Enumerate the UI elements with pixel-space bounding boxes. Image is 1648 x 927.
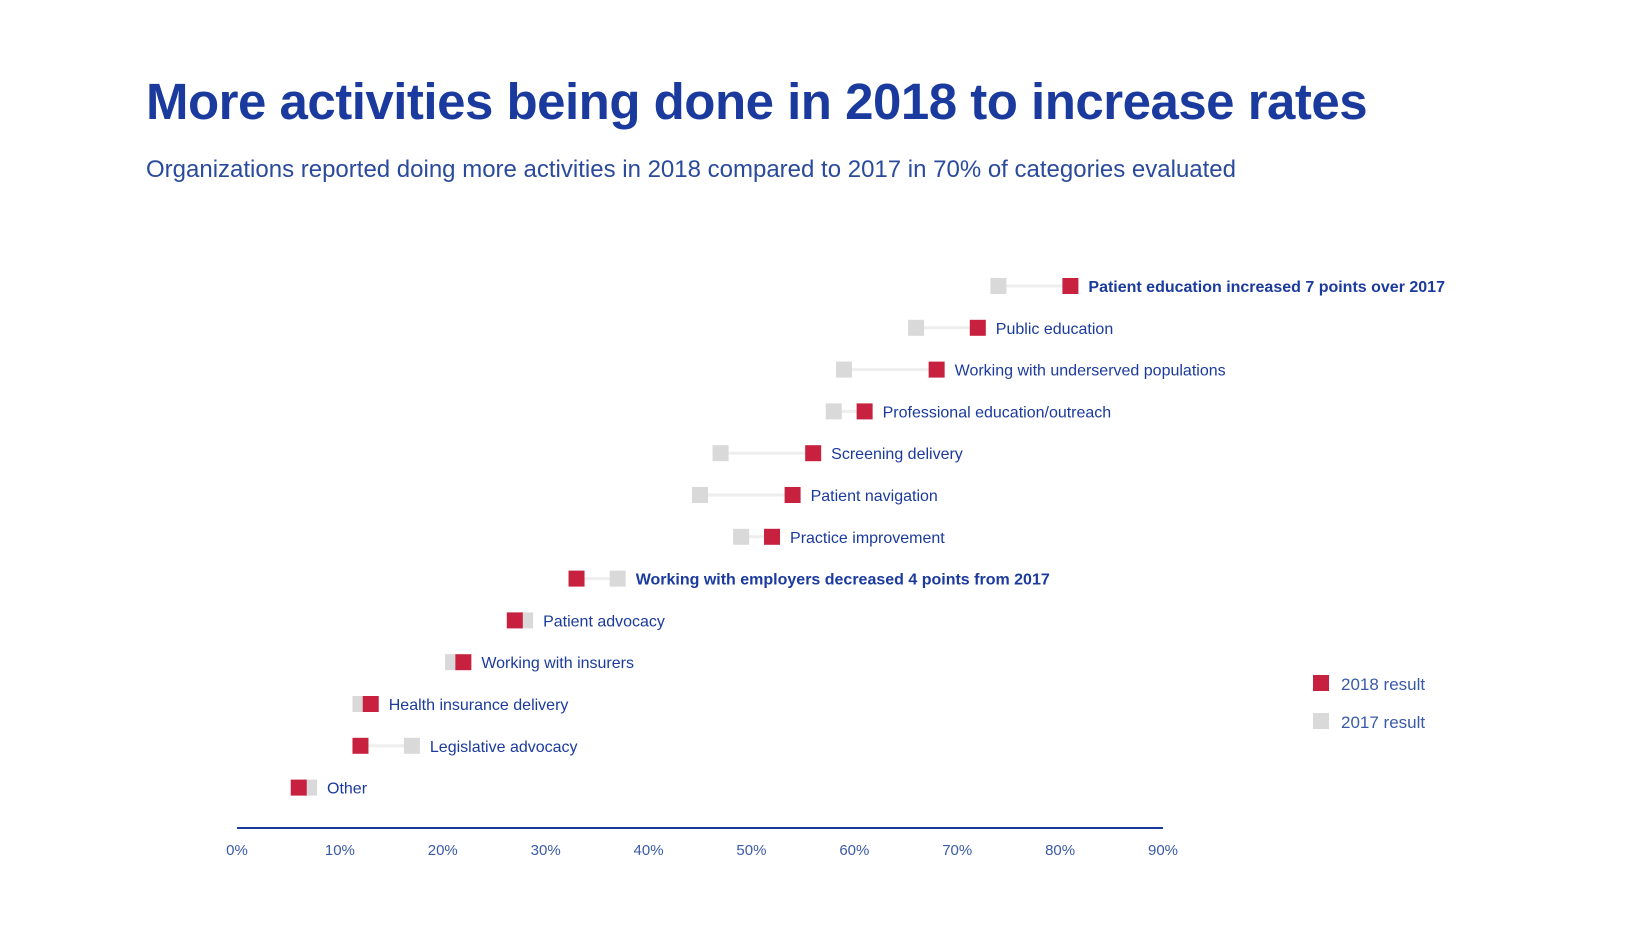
row-label: Patient advocacy xyxy=(543,613,665,630)
x-tick-label: 10% xyxy=(325,842,355,859)
point-2017 xyxy=(990,278,1007,294)
point-2018 xyxy=(568,570,585,587)
point-2018 xyxy=(856,403,873,420)
row-label: Working with employers decreased 4 point… xyxy=(636,572,1050,589)
row-label: Working with insurers xyxy=(481,655,634,672)
chart-title: More activities being done in 2018 to in… xyxy=(146,73,1368,130)
point-2017 xyxy=(692,487,708,503)
legend: 2018 result 2017 result xyxy=(1313,675,1425,732)
row-label: Other xyxy=(327,781,368,798)
point-2017 xyxy=(908,319,925,336)
x-tick-label: 80% xyxy=(1045,842,1075,859)
row-label: Patient education increased 7 points ove… xyxy=(1088,279,1445,296)
point-2018 xyxy=(764,528,781,545)
row-label: Legislative advocacy xyxy=(430,739,578,756)
x-tick-label: 60% xyxy=(839,842,869,859)
x-tick-label: 90% xyxy=(1148,842,1178,859)
point-2017 xyxy=(609,570,626,587)
x-tick-label: 50% xyxy=(736,842,766,859)
point-2018 xyxy=(506,612,523,629)
legend-label-2018: 2018 result xyxy=(1341,675,1425,694)
legend-swatch-2018 xyxy=(1313,675,1329,691)
x-tick-label: 70% xyxy=(942,842,972,859)
point-2018 xyxy=(362,696,379,712)
point-2018 xyxy=(969,319,986,336)
point-2017 xyxy=(733,528,750,545)
row-label: Patient navigation xyxy=(811,488,938,505)
row-label: Practice improvement xyxy=(790,530,945,547)
point-2018 xyxy=(455,654,472,671)
point-2018 xyxy=(928,361,945,378)
point-2018 xyxy=(784,487,801,503)
point-2017 xyxy=(836,361,853,378)
row-label: Professional education/outreach xyxy=(883,404,1112,421)
data-marks xyxy=(290,278,1079,796)
row-label: Health insurance delivery xyxy=(389,697,569,714)
point-2018 xyxy=(1062,278,1079,294)
row-label: Working with underserved populations xyxy=(955,363,1226,380)
row-labels: Patient education increased 7 points ove… xyxy=(327,279,1445,798)
row-label: Screening delivery xyxy=(831,446,963,463)
row-label: Public education xyxy=(996,321,1113,338)
point-2017 xyxy=(825,403,842,420)
x-axis-ticks: 0% 10% 20% 30% 40% 50% 60% 70% 80% 90% xyxy=(226,842,1178,859)
point-2018 xyxy=(290,779,307,796)
x-tick-label: 40% xyxy=(634,842,664,859)
legend-swatch-2017 xyxy=(1313,713,1329,729)
x-tick-label: 20% xyxy=(428,842,458,859)
point-2018 xyxy=(352,737,369,754)
legend-label-2017: 2017 result xyxy=(1341,713,1425,732)
x-tick-label: 30% xyxy=(531,842,561,859)
point-2017 xyxy=(712,445,729,462)
point-2017 xyxy=(403,737,420,754)
chart-subtitle: Organizations reported doing more activi… xyxy=(146,156,1236,183)
x-tick-label: 0% xyxy=(226,842,248,859)
point-2018 xyxy=(805,445,822,462)
